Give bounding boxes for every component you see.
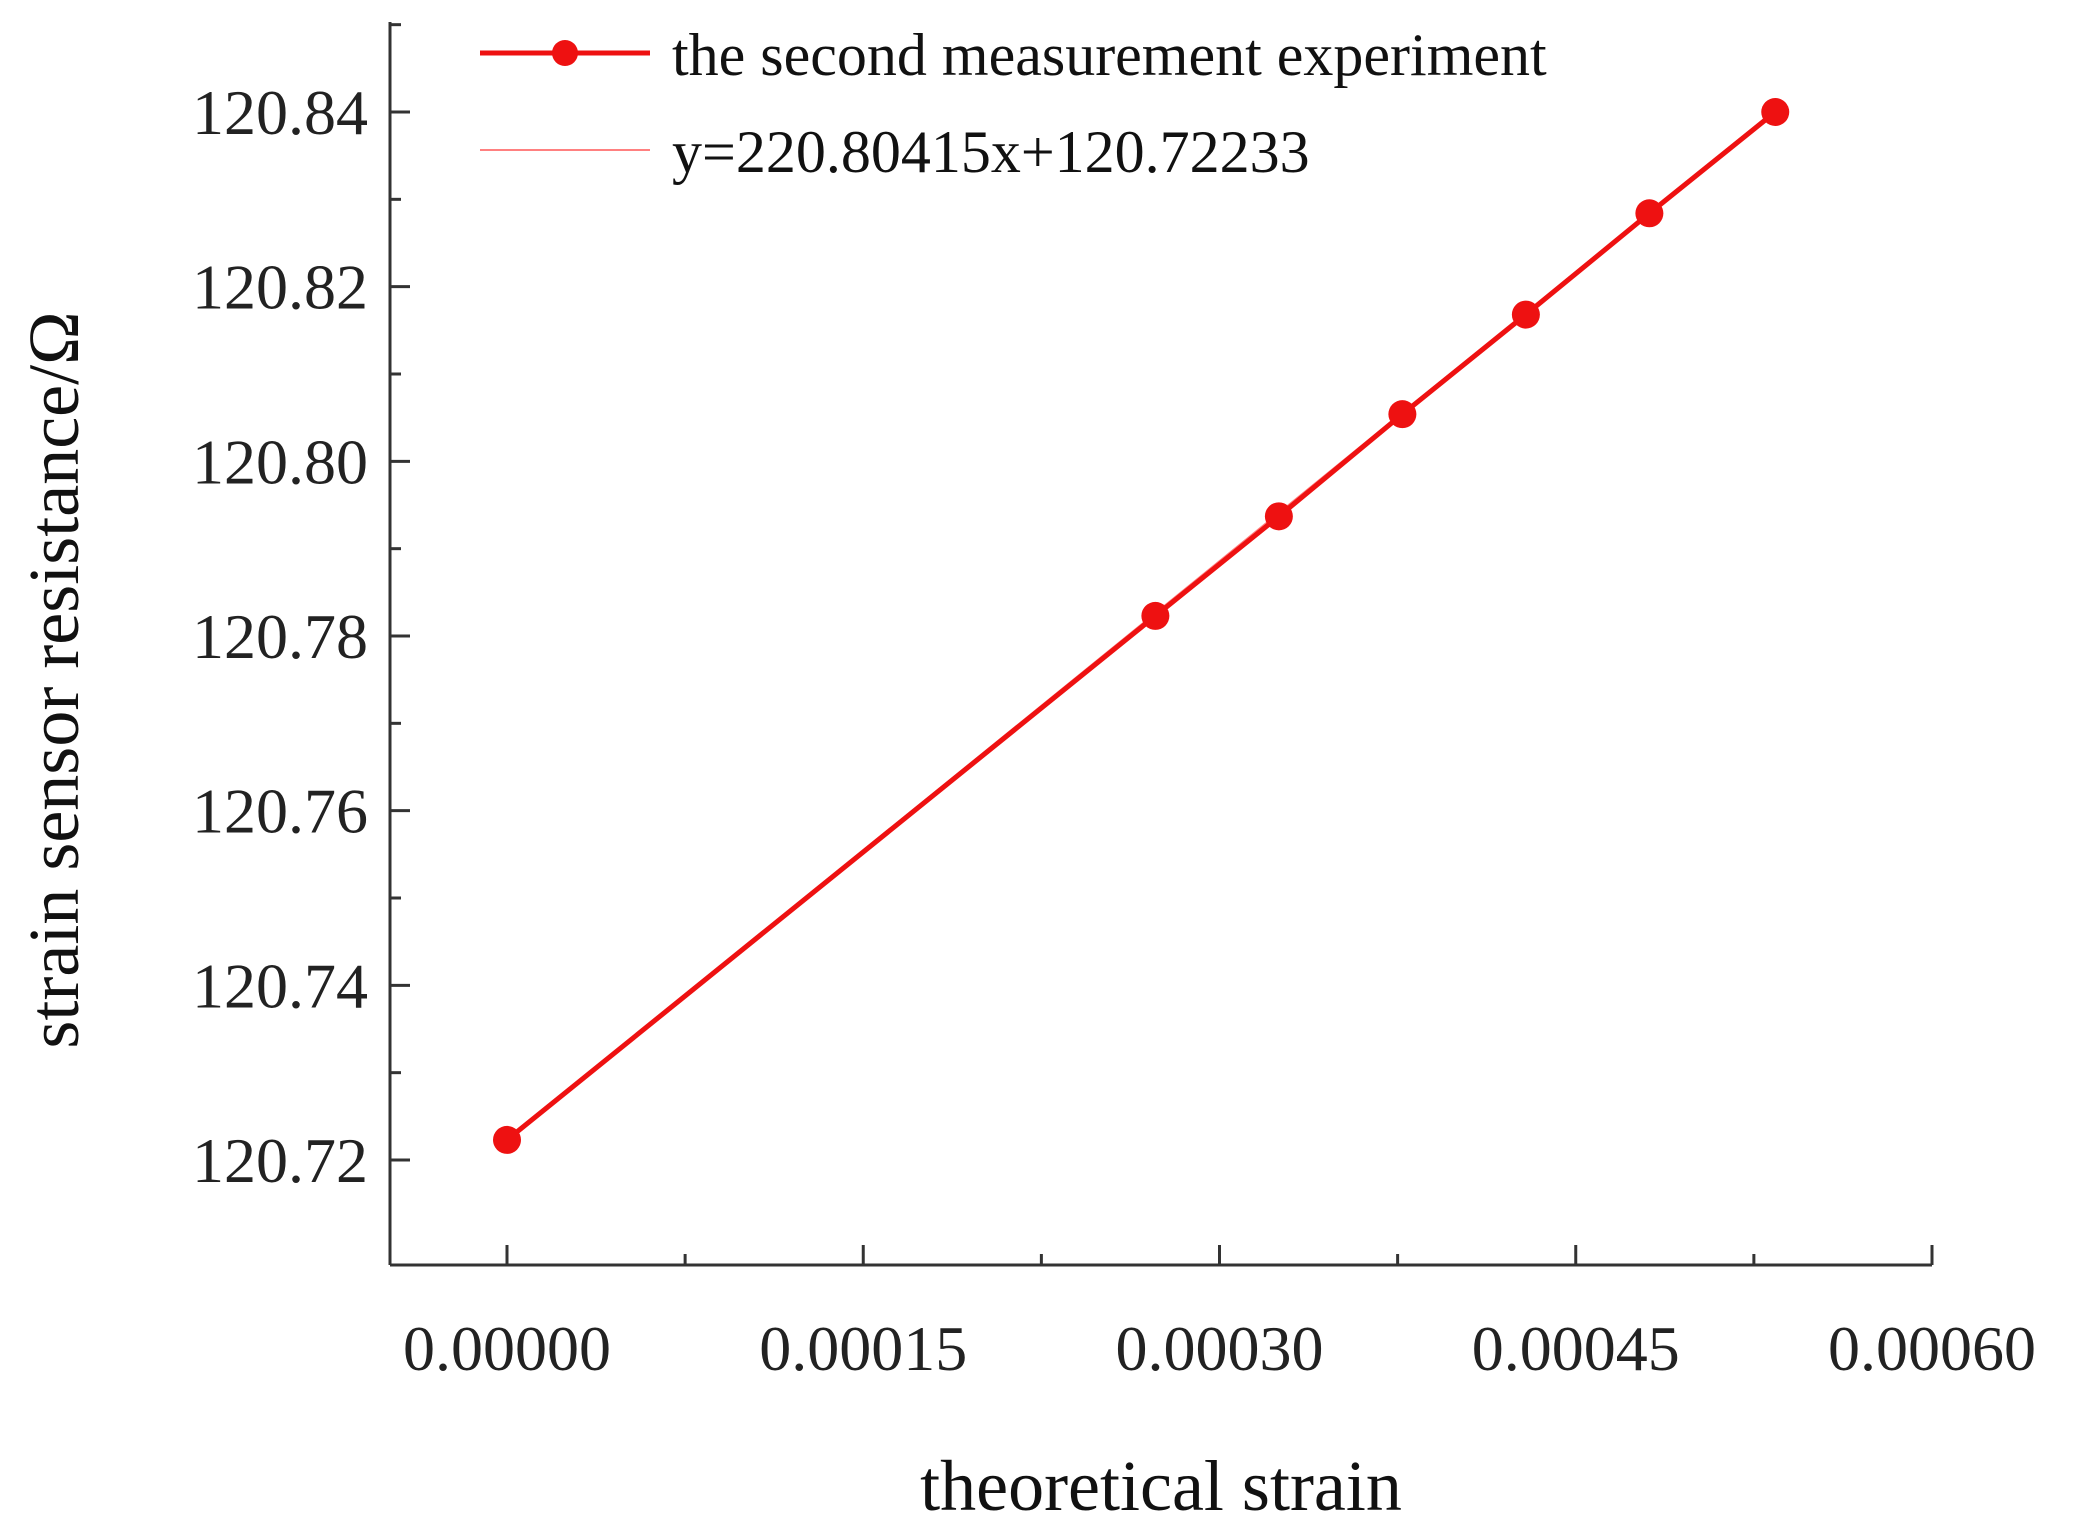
y-tick-label: 120.84	[192, 77, 368, 148]
legend-label-experiment: the second measurement experiment	[672, 22, 1547, 88]
x-tick-label: 0.00015	[759, 1313, 967, 1384]
x-tick-label: 0.00045	[1472, 1313, 1680, 1384]
x-tick-label: 0.00060	[1828, 1313, 2036, 1384]
y-tick-label: 120.72	[192, 1125, 368, 1196]
data-point	[1511, 300, 1540, 329]
data-point	[1264, 502, 1293, 531]
data-point	[1635, 199, 1664, 228]
data-point	[1141, 601, 1170, 630]
experiment-line	[505, 110, 1777, 1142]
x-axis-title: theoretical strain	[920, 1446, 1402, 1526]
legend-label-fit: y=220.80415x+120.72233	[672, 119, 1310, 185]
y-tick-label: 120.80	[192, 426, 368, 497]
x-tick-label: 0.00000	[403, 1313, 611, 1384]
y-tick-label: 120.78	[192, 601, 368, 672]
y-tick-label: 120.74	[192, 950, 368, 1021]
series-layer	[493, 98, 1790, 1154]
x-ticks: 0.00000 0.00015 0.00030 0.00045 0.00060	[403, 1245, 2036, 1384]
data-point	[493, 1125, 521, 1154]
x-tick-label: 0.00030	[1116, 1313, 1324, 1384]
y-tick-label: 120.76	[192, 776, 368, 847]
axes	[388, 22, 1932, 1267]
data-point	[1761, 98, 1790, 126]
data-point	[1388, 400, 1417, 429]
y-axis-title: strain sensor resistance/Ω	[14, 311, 94, 1048]
legend-swatch-experiment-marker	[552, 40, 578, 66]
y-ticks: 120.72 120.74 120.76 120.78 120.80 120.82 120.…	[192, 23, 410, 1196]
y-tick-label: 120.82	[192, 252, 368, 323]
legend: the second measurement experiment y=220.…	[480, 22, 1547, 185]
